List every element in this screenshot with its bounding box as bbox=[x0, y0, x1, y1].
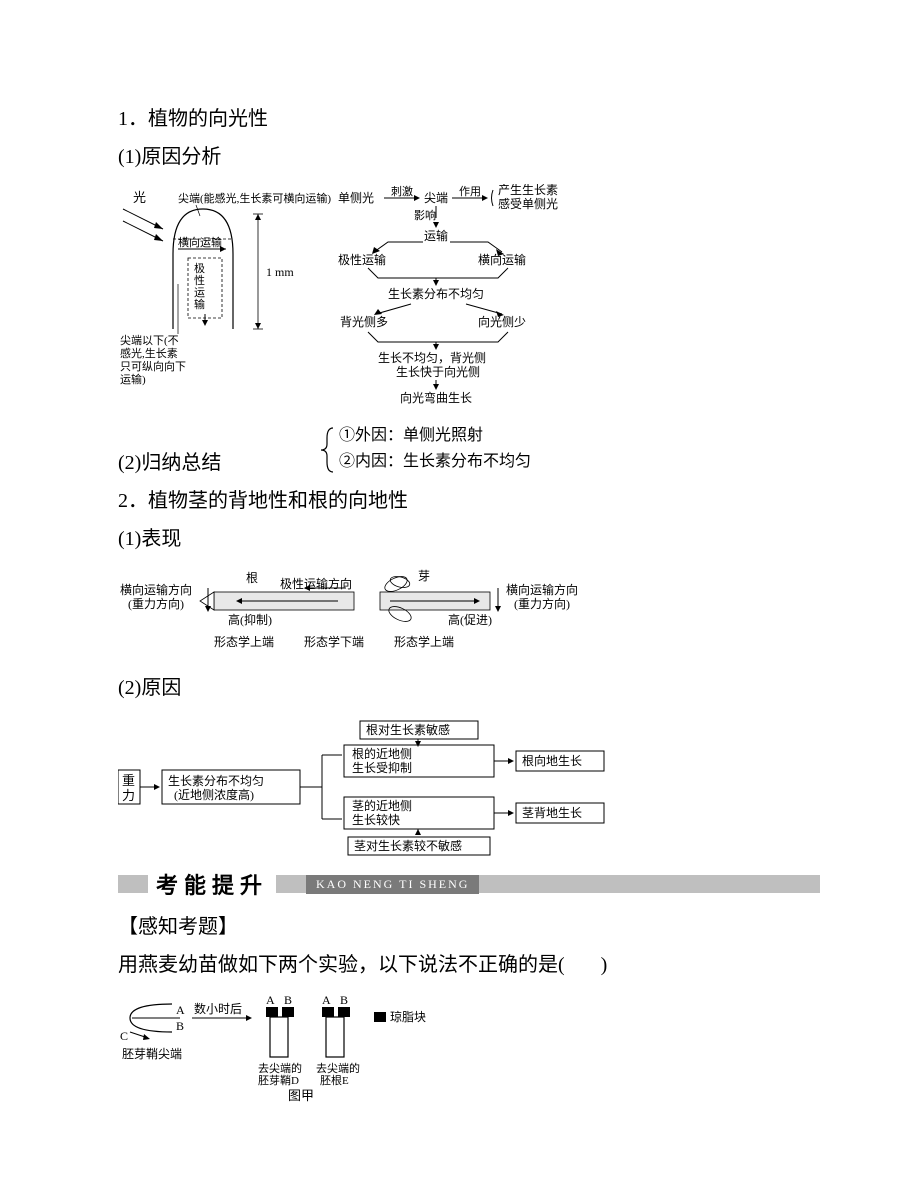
brace-diagram: ①外因：单侧光照射 ②内因：生长素分布不均匀 bbox=[321, 422, 581, 478]
svg-text:横向运输: 横向运输 bbox=[178, 235, 222, 249]
svg-text:B: B bbox=[176, 1019, 184, 1033]
svg-text:去尖端的 胚根E: 去尖端的 胚根E bbox=[316, 1061, 363, 1087]
svg-text:②内因：生长素分布不均匀: ②内因：生长素分布不均匀 bbox=[339, 452, 531, 470]
svg-text:感受单侧光: 感受单侧光 bbox=[498, 196, 558, 211]
svg-text:生长素分布不均匀: 生长素分布不均匀 bbox=[388, 287, 484, 301]
svg-text:琼脂块: 琼脂块 bbox=[390, 1009, 426, 1024]
svg-text:输: 输 bbox=[194, 297, 205, 311]
svg-text:高(促进): 高(促进) bbox=[448, 612, 492, 627]
svg-text:茎背地生长: 茎背地生长 bbox=[522, 806, 582, 820]
svg-text:形态学下端: 形态学下端 bbox=[304, 634, 364, 649]
svg-text:影响: 影响 bbox=[414, 209, 436, 222]
line-4: 2．植物茎的背地性和根的向地性 bbox=[118, 482, 820, 520]
svg-text:横向运输方向 (重力方向): 横向运输方向 (重力方向) bbox=[120, 582, 195, 611]
line-6: (2)原因 bbox=[118, 669, 820, 707]
svg-text:尖端(能感光,生长素可横向运输): 尖端(能感光,生长素可横向运输) bbox=[178, 191, 331, 205]
svg-text:横向运输: 横向运输 bbox=[478, 252, 526, 267]
line-1: 1．植物的向光性 bbox=[118, 100, 820, 138]
svg-text:数小时后: 数小时后 bbox=[194, 1001, 242, 1016]
line-3: (2)归纳总结 bbox=[118, 444, 221, 482]
svg-text:尖端: 尖端 bbox=[424, 191, 448, 205]
line-2: (1)原因分析 bbox=[118, 138, 820, 176]
svg-text:B: B bbox=[340, 993, 348, 1007]
svg-text:1 mm: 1 mm bbox=[266, 265, 294, 279]
svg-text:向光弯曲生长: 向光弯曲生长 bbox=[400, 390, 472, 405]
svg-text:A: A bbox=[176, 1003, 185, 1017]
diagram-1: 光 尖端(能感光,生长素可横向运输) 横向运输 极 性 运 输 尖端以下(不 感… bbox=[118, 184, 820, 414]
svg-text:单侧光: 单侧光 bbox=[338, 191, 374, 205]
svg-text:极性运输: 极性运输 bbox=[338, 252, 386, 267]
svg-text:去尖端的 胚芽鞘D: 去尖端的 胚芽鞘D bbox=[258, 1061, 305, 1087]
svg-text:根对生长素敏感: 根对生长素敏感 bbox=[366, 722, 450, 737]
svg-text:刺激: 刺激 bbox=[391, 184, 413, 198]
svg-text:A: A bbox=[322, 993, 331, 1007]
diagram-3: 重 力 生长素分布不均匀 (近地侧浓度高) 根对生长素敏感 根的近地侧 生长受抑… bbox=[118, 715, 820, 860]
svg-text:B: B bbox=[284, 993, 292, 1007]
svg-text:形态学上端: 形态学上端 bbox=[394, 634, 454, 649]
light-label: 光 bbox=[133, 190, 146, 205]
svg-text:茎对生长素较不敏感: 茎对生长素较不敏感 bbox=[354, 838, 462, 853]
svg-text:茎的近地侧 生长较快: 茎的近地侧 生长较快 bbox=[352, 798, 415, 827]
question-line: 用燕麦幼苗做如下两个实验，以下说法不正确的是() bbox=[118, 946, 820, 984]
svg-text:背光侧多: 背光侧多 bbox=[340, 315, 388, 329]
diagram-4: C A B 胚芽鞘尖端 数小时后 A B 去尖端的 胚芽鞘D A B 去尖端的 … bbox=[118, 992, 820, 1102]
svg-text:力: 力 bbox=[122, 788, 135, 803]
svg-text:A: A bbox=[266, 993, 275, 1007]
svg-text:高(抑制): 高(抑制) bbox=[228, 612, 272, 627]
banner-pinyin: KAO NENG TI SHENG bbox=[306, 875, 479, 894]
svg-text:极性运输方向: 极性运输方向 bbox=[280, 576, 352, 591]
svg-text:根向地生长: 根向地生长 bbox=[522, 753, 582, 768]
svg-text:向光侧少: 向光侧少 bbox=[478, 314, 526, 329]
svg-text:胚芽鞘尖端: 胚芽鞘尖端 bbox=[122, 1047, 182, 1061]
banner: 考能提升 KAO NENG TI SHENG bbox=[118, 868, 820, 900]
svg-text:C: C bbox=[120, 1029, 128, 1043]
svg-text:根的近地侧 生长受抑制: 根的近地侧 生长受抑制 bbox=[352, 746, 415, 775]
diagram-2: 横向运输方向 (重力方向) 根 极性运输方向 芽 横向运输方向 (重力 bbox=[118, 566, 820, 661]
svg-text:芽: 芽 bbox=[418, 569, 430, 583]
svg-text:产生生长素: 产生生长素 bbox=[498, 184, 558, 197]
line-5: (1)表现 bbox=[118, 520, 820, 558]
svg-text:重: 重 bbox=[122, 773, 135, 788]
svg-text:运输: 运输 bbox=[424, 228, 448, 243]
svg-text:图甲: 图甲 bbox=[288, 1088, 314, 1102]
line-7: 【感知考题】 bbox=[118, 908, 820, 946]
svg-text:根: 根 bbox=[246, 571, 258, 585]
svg-text:生长不均匀，背光侧 生长快于向光侧: 生长不均匀，背光侧 生长快于向光侧 bbox=[378, 351, 489, 379]
svg-text:生长素分布不均匀 (近地侧浓度高): 生长素分布不均匀 (近地侧浓度高) bbox=[168, 774, 267, 802]
svg-text:横向运输方向 (重力方向): 横向运输方向 (重力方向) bbox=[506, 582, 581, 611]
banner-title: 考能提升 bbox=[148, 868, 276, 900]
svg-text:形态学上端: 形态学上端 bbox=[214, 634, 274, 649]
svg-text:性: 性 bbox=[194, 273, 205, 287]
svg-text:①外因：单侧光照射: ①外因：单侧光照射 bbox=[339, 426, 483, 444]
svg-text:尖端以下(不 感光,生长素 只可纵向: 尖端以下(不 感光,生长素 只可纵向向下 运输) bbox=[120, 334, 189, 386]
svg-text:极: 极 bbox=[194, 261, 205, 275]
svg-text:作用: 作用 bbox=[459, 185, 481, 198]
svg-text:运: 运 bbox=[194, 286, 205, 299]
